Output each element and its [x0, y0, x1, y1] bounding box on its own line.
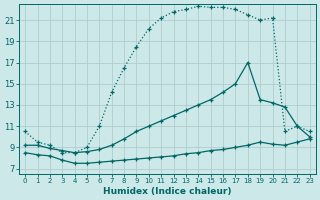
X-axis label: Humidex (Indice chaleur): Humidex (Indice chaleur) — [103, 187, 232, 196]
